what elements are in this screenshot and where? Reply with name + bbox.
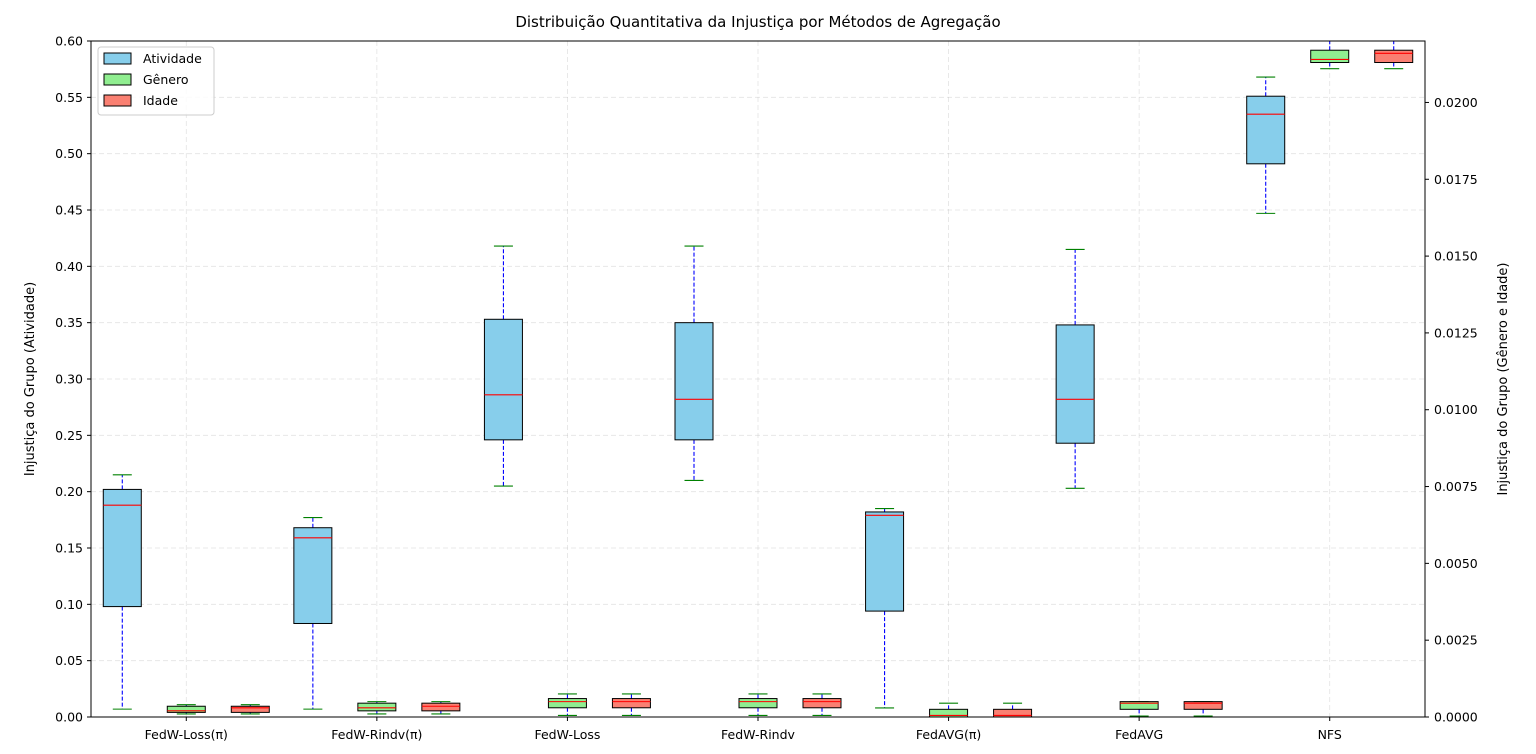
y-left-tick-label: 0.20 xyxy=(55,484,83,499)
legend-item-atividade: Atividade xyxy=(103,51,202,66)
y-right-tick-label: 0.0125 xyxy=(1434,325,1478,340)
x-tick-label: FedAVG xyxy=(1115,727,1163,742)
box-body xyxy=(1374,49,1414,64)
y-right-tick-label: 0.0100 xyxy=(1434,402,1478,417)
x-tick-label: FedW-Loss xyxy=(534,727,600,742)
y-axis-left-title: Injustiça do Grupo (Atividade) xyxy=(23,282,38,476)
legend-swatch xyxy=(103,52,132,65)
legend-label: Idade xyxy=(143,93,178,108)
x-tick-label: FedW-Rindv(π) xyxy=(331,727,422,742)
box-body xyxy=(1310,49,1350,64)
y-left-tick-label: 0.55 xyxy=(55,90,83,105)
box-body xyxy=(1246,95,1286,165)
y-right-tick-label: 0.0200 xyxy=(1434,95,1478,110)
box-body xyxy=(547,698,587,709)
x-tick-label: FedW-Loss(π) xyxy=(145,727,228,742)
box-idade-6 xyxy=(1374,40,1414,70)
legend-label: Atividade xyxy=(143,51,202,66)
y-right-tick-label: 0.0175 xyxy=(1434,172,1478,187)
y-right-tick-label: 0.0000 xyxy=(1434,710,1478,725)
y-axis-right: 0.0000 0.0025 0.0050 0.0075 0.0100 0.0125 0.01… xyxy=(1425,95,1478,725)
y-left-tick-label: 0.10 xyxy=(55,597,83,612)
x-tick-label: FedAVG(π) xyxy=(916,727,981,742)
box-body xyxy=(102,488,142,608)
box-body xyxy=(421,702,461,712)
y-axis-right-title: Injustiça do Grupo (Gênero e Idade) xyxy=(1496,262,1511,495)
box-atividade-0 xyxy=(102,474,142,710)
box-body xyxy=(293,527,333,624)
box-gênero-1 xyxy=(357,701,397,715)
y-axis-left: 0.00 0.05 0.10 0.15 0.20 0.25 0.30 0.35 0.40 0.45… xyxy=(55,34,91,725)
y-left-tick-label: 0.60 xyxy=(55,34,83,49)
legend-item-gênero: Gênero xyxy=(103,72,189,87)
box-body xyxy=(357,702,397,712)
box-body xyxy=(674,322,714,441)
box-gênero-5 xyxy=(1119,701,1159,717)
legend-swatch xyxy=(103,73,132,86)
box-idade-0 xyxy=(230,704,270,715)
y-left-tick-label: 0.15 xyxy=(55,541,83,556)
box-gênero-2 xyxy=(547,693,587,717)
box-idade-1 xyxy=(421,701,461,715)
y-left-tick-label: 0.40 xyxy=(55,259,83,274)
grid-lines xyxy=(91,40,1425,718)
box-body xyxy=(1119,701,1159,710)
box-body xyxy=(166,705,206,713)
box-body xyxy=(1183,701,1223,710)
legend: Atividade Gênero Idade xyxy=(97,46,215,116)
box-body xyxy=(230,705,270,713)
legend-swatch xyxy=(103,94,132,107)
box-atividade-5 xyxy=(1055,248,1095,489)
x-tick-label: FedW-Rindv xyxy=(721,727,796,742)
y-right-tick-label: 0.0075 xyxy=(1434,479,1478,494)
box-idade-5 xyxy=(1183,701,1223,717)
x-tick-label: NFS xyxy=(1318,727,1342,742)
box-idade-4 xyxy=(993,702,1033,718)
box-atividade-2 xyxy=(483,245,523,487)
box-gênero-6 xyxy=(1310,40,1350,70)
legend-item-idade: Idade xyxy=(103,93,178,108)
y-left-tick-label: 0.05 xyxy=(55,653,83,668)
y-right-tick-label: 0.0150 xyxy=(1434,249,1478,264)
x-axis: FedW-Loss(π) FedW-Rindv(π) FedW-Loss FedW-R… xyxy=(145,717,1342,742)
y-right-tick-label: 0.0025 xyxy=(1434,633,1478,648)
box-atividade-6 xyxy=(1246,76,1286,214)
box-body xyxy=(802,698,842,709)
box-body xyxy=(611,698,651,709)
box-gênero-3 xyxy=(738,693,778,717)
box-body xyxy=(1055,324,1095,444)
y-left-tick-label: 0.45 xyxy=(55,203,83,218)
y-left-tick-label: 0.30 xyxy=(55,372,83,387)
box-atividade-4 xyxy=(865,508,905,709)
box-body xyxy=(865,511,905,612)
box-idade-3 xyxy=(802,693,842,717)
legend-label: Gênero xyxy=(143,72,189,87)
box-atividade-3 xyxy=(674,245,714,481)
box-body xyxy=(483,318,523,441)
y-left-tick-label: 0.00 xyxy=(55,710,83,725)
y-left-tick-label: 0.35 xyxy=(55,315,83,330)
box-idade-2 xyxy=(611,693,651,717)
boxes xyxy=(102,40,1414,718)
box-atividade-1 xyxy=(293,517,333,710)
y-left-tick-label: 0.25 xyxy=(55,428,83,443)
y-left-tick-label: 0.50 xyxy=(55,146,83,161)
chart-title: Distribuição Quantitativa da Injustiça p… xyxy=(515,13,1000,31)
box-gênero-0 xyxy=(166,704,206,715)
y-right-tick-label: 0.0050 xyxy=(1434,556,1478,571)
box-body xyxy=(738,698,778,709)
